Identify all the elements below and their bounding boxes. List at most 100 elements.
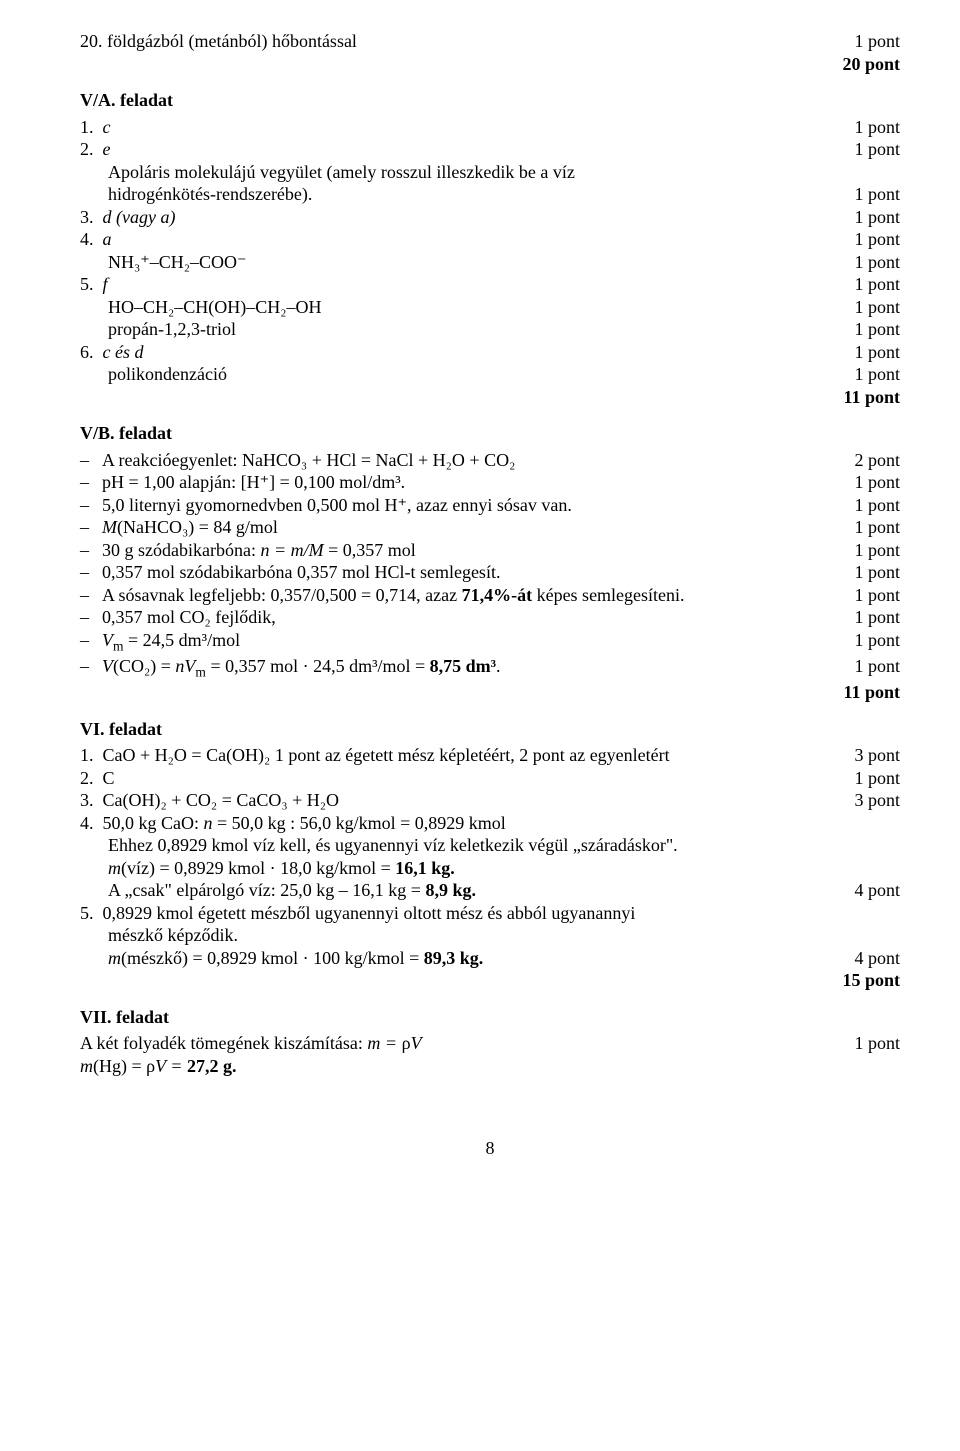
p: 1 pont bbox=[834, 516, 900, 539]
t: A reakcióegyenlet: NaHCO₃ + HCl = NaCl +… bbox=[102, 449, 834, 472]
dash-icon: – bbox=[80, 655, 102, 678]
t: Ca(OH)₂ + CO₂ = CaCO₃ + H₂O bbox=[103, 790, 340, 810]
VA-2c: hidrogénkötés-rendszerébe). 1 pont bbox=[80, 183, 900, 206]
p: 1 pont bbox=[834, 767, 900, 790]
num-20: 20. bbox=[80, 31, 103, 51]
t: (CO₂) = bbox=[113, 656, 175, 676]
t: 50,0 kg CaO: bbox=[103, 813, 204, 833]
t: ρ bbox=[402, 1033, 411, 1053]
p: 11 pont bbox=[823, 386, 900, 409]
dash-icon: – bbox=[80, 606, 102, 629]
VA-3: 3. d (vagy a) 1 pont bbox=[80, 206, 900, 229]
t: m bbox=[113, 638, 124, 653]
VA-6a: 6. c és d 1 pont bbox=[80, 341, 900, 364]
p: 1 pont bbox=[834, 296, 900, 319]
p: 1 pont bbox=[834, 655, 900, 678]
p: 1 pont bbox=[834, 138, 900, 161]
p: 1 pont bbox=[834, 318, 900, 341]
page-number: 8 bbox=[80, 1137, 900, 1160]
t: V bbox=[102, 656, 113, 676]
p: 15 pont bbox=[822, 969, 900, 992]
t: mészkő képződik. bbox=[108, 924, 900, 947]
dash-icon: – bbox=[80, 629, 102, 652]
VA-2b: Apoláris molekulájú vegyület (amely ross… bbox=[80, 161, 900, 184]
t: n bbox=[204, 813, 213, 833]
dash-icon: – bbox=[80, 584, 102, 607]
VB-3: –5,0 liternyi gyomornedvben 0,500 mol H⁺… bbox=[80, 494, 900, 517]
VA-2a: 2. e 1 pont bbox=[80, 138, 900, 161]
n: 3. bbox=[80, 790, 94, 810]
t: polikondenzáció bbox=[108, 363, 834, 386]
VA-5a: 5. f 1 pont bbox=[80, 273, 900, 296]
dash-icon: – bbox=[80, 561, 102, 584]
t: c bbox=[103, 117, 111, 137]
p: 1 pont bbox=[834, 251, 900, 274]
VB-2: –pH = 1,00 alapján: [H⁺] = 0,100 mol/dm³… bbox=[80, 471, 900, 494]
t: 0,357 mol CO₂ fejlődik, bbox=[102, 606, 834, 629]
t: 30 g szódabikarbóna: bbox=[102, 540, 260, 560]
VB-5: –30 g szódabikarbóna: n = m/M = 0,357 mo… bbox=[80, 539, 900, 562]
t: (Hg) = bbox=[93, 1056, 146, 1076]
VI-4e: m(víz) = 0,8929 kmol · 18,0 kg/kmol = 16… bbox=[80, 857, 900, 880]
VI-3: 3. Ca(OH)₂ + CO₂ = CaCO₃ + H₂O 3 pont bbox=[80, 789, 900, 812]
n: 4. bbox=[80, 813, 94, 833]
t: m = bbox=[367, 1033, 401, 1053]
n: 5. bbox=[80, 903, 94, 923]
t: V bbox=[102, 630, 113, 650]
t: 0,8929 kmol égetett mészből ugyanennyi o… bbox=[103, 903, 636, 923]
t: C bbox=[103, 768, 115, 788]
t: = 50,0 kg : 56,0 kg/kmol = 0,8929 kmol bbox=[213, 813, 506, 833]
t: V = bbox=[155, 1056, 187, 1076]
n: 2. bbox=[80, 139, 94, 159]
VI-1: 1. CaO + H₂O = Ca(OH)₂ 1 pont az égetett… bbox=[80, 744, 900, 767]
p: 1 pont bbox=[834, 116, 900, 139]
item-20: 20. földgázból (metánból) hőbontással 1 … bbox=[80, 30, 900, 53]
dash-icon: – bbox=[80, 471, 102, 494]
p: 1 pont bbox=[834, 584, 900, 607]
t: = 0,357 mol · 24,5 dm³/mol = bbox=[206, 656, 430, 676]
VB-total: 11 pont bbox=[80, 681, 900, 704]
VA-4a: 4. a 1 pont bbox=[80, 228, 900, 251]
t: Apoláris molekulájú vegyület (amely ross… bbox=[108, 161, 900, 184]
p: 1 pont bbox=[834, 341, 900, 364]
n: 5. bbox=[80, 274, 94, 294]
p: 4 pont bbox=[834, 947, 900, 970]
t: (NaHCO₃) = 84 g/mol bbox=[117, 517, 278, 537]
VA-5b: HO–CH₂–CH(OH)–CH₂–OH 1 pont bbox=[80, 296, 900, 319]
VI-2: 2. C 1 pont bbox=[80, 767, 900, 790]
t: 16,1 kg. bbox=[395, 858, 455, 878]
VI-4a: 4. 50,0 kg CaO: n = 50,0 kg : 56,0 kg/km… bbox=[80, 812, 900, 835]
t: propán-1,2,3-triol bbox=[108, 318, 834, 341]
t: A két folyadék tömegének kiszámítása: bbox=[80, 1033, 367, 1053]
t: ρ bbox=[146, 1056, 155, 1076]
VI-4f: A „csak" elpárolgó víz: 25,0 kg – 16,1 k… bbox=[80, 879, 900, 902]
t: c és d bbox=[103, 342, 144, 362]
t: képes semlegesíteni. bbox=[532, 585, 684, 605]
p: 1 pont bbox=[834, 363, 900, 386]
p: 4 pont bbox=[834, 879, 900, 902]
t: 0,357 mol szódabikarbóna 0,357 mol HCl-t… bbox=[102, 561, 834, 584]
t: hidrogénkötés-rendszerébe). bbox=[108, 183, 834, 206]
dash-icon: – bbox=[80, 494, 102, 517]
p: 2 pont bbox=[834, 449, 900, 472]
p: 1 pont bbox=[834, 183, 900, 206]
t: n = m/M bbox=[260, 540, 323, 560]
pts-20: 1 pont bbox=[834, 30, 900, 53]
t: d (vagy a) bbox=[103, 207, 176, 227]
VA-1: 1. c 1 pont bbox=[80, 116, 900, 139]
total-20: 20 pont bbox=[822, 53, 900, 76]
t: 8,9 kg. bbox=[425, 880, 476, 900]
n: 3. bbox=[80, 207, 94, 227]
p: 1 pont bbox=[834, 206, 900, 229]
t: f bbox=[103, 274, 108, 294]
t: 5,0 liternyi gyomornedvben 0,500 mol H⁺,… bbox=[102, 494, 834, 517]
n: 1. bbox=[80, 745, 94, 765]
dash-icon: – bbox=[80, 516, 102, 539]
t: 89,3 kg. bbox=[424, 948, 484, 968]
p: 1 pont bbox=[834, 606, 900, 629]
text-20: földgázból (metánból) hőbontással bbox=[107, 31, 357, 51]
p: 3 pont bbox=[834, 744, 900, 767]
t: A sósavnak legfeljebb: 0,357/0,500 = 0,7… bbox=[102, 585, 462, 605]
VI-5c: m(mészkő) = 0,8929 kmol · 100 kg/kmol = … bbox=[80, 947, 900, 970]
VI-4d: Ehhez 0,8929 kmol víz kell, és ugyanenny… bbox=[80, 834, 900, 857]
